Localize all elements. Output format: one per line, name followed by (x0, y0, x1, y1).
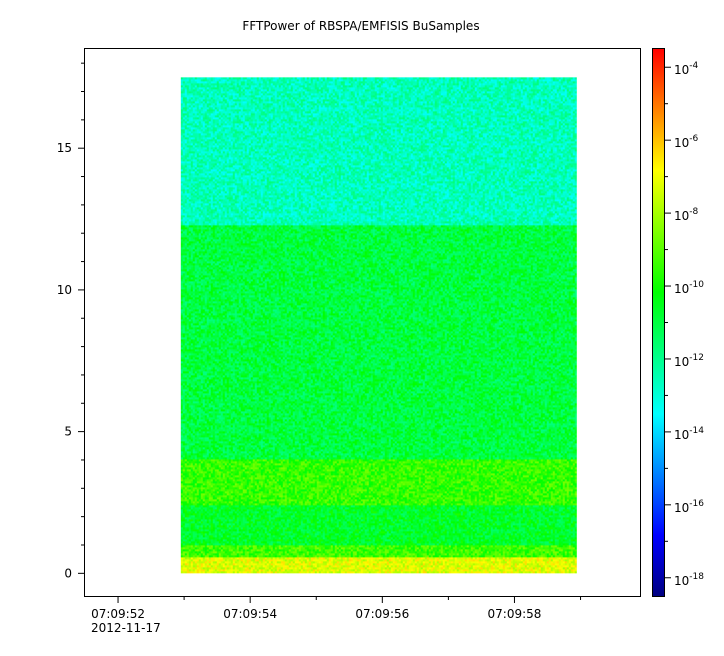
x-tick-label: 07:09:56 (355, 607, 409, 621)
spectrogram-image (180, 77, 577, 574)
chart-title: FFTPower of RBSPA/EMFISIS BuSamples (242, 19, 479, 33)
y-tick-label: 0 (64, 566, 72, 580)
colorbar (652, 48, 665, 597)
y-tick-label: 5 (64, 425, 72, 439)
x-tick-label: 07:09:52 (91, 607, 145, 621)
colorbar-tick-label: 10-10 (674, 280, 704, 296)
colorbar-axis: 10-4 10-6 10-8 10-10 10-12 10-14 10-16 10-18 (665, 61, 704, 588)
colorbar-tick-label: 10-14 (674, 426, 704, 442)
x-tick-date-label: 2012-11-17 (91, 621, 161, 635)
y-tick-label: 10 (57, 283, 72, 297)
x-tick-label: 07:09:58 (488, 607, 542, 621)
y-axis: 0 5 10 15 (57, 62, 85, 580)
y-tick-label: 15 (57, 141, 72, 155)
spectrogram-layer (180, 77, 577, 574)
colorbar-tick-label: 10-16 (674, 499, 704, 515)
colorbar-tick-label: 10-12 (674, 353, 704, 369)
colorbar-tick-label: 10-18 (674, 572, 704, 588)
colorbar-tick-label: 10-6 (674, 134, 699, 150)
colorbar-tick-label: 10-4 (674, 61, 699, 77)
x-tick-label: 07:09:54 (223, 607, 277, 621)
colorbar-tick-label: 10-8 (674, 207, 699, 223)
